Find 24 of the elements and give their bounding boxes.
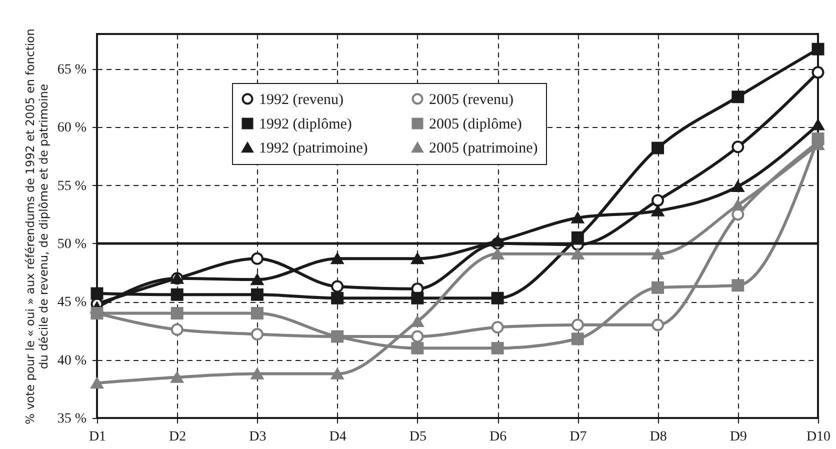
x-tick-label: D8	[650, 430, 667, 444]
y-tick-label: 55 %	[57, 178, 87, 194]
x-tick-label: D9	[730, 430, 747, 444]
x-tick-label: D4	[329, 430, 346, 444]
x-tick-label: D10	[806, 430, 831, 444]
x-tick-label: D6	[489, 430, 507, 444]
legend-label: 2005 (diplôme)	[429, 116, 522, 132]
x-tick-label: D2	[169, 430, 186, 444]
x-tick-label: D3	[249, 430, 266, 444]
legend-label: 2005 (patrimoine)	[429, 140, 538, 156]
x-tick-label: D5	[409, 430, 427, 444]
legend-label: 1992 (patrimoine)	[259, 140, 368, 156]
y-tick-label: 45 %	[57, 295, 87, 310]
y-tick-label: 35 %	[57, 412, 87, 426]
y-tick-label: 65 %	[57, 62, 87, 78]
y-tick-label: 60 %	[57, 120, 87, 136]
y-tick-label: 40 %	[57, 353, 87, 368]
legend-label: 1992 (revenu)	[259, 92, 344, 108]
legend-label: 2005 (revenu)	[429, 92, 514, 108]
y-axis-title: % vote pour le « oui » aux référendums de 1992 et 2005 en fonction du décile de revenu, de diplôme et de patrimoine	[22, 28, 50, 424]
x-tick-label: D1	[88, 430, 106, 444]
x-tick-label: D7	[570, 430, 587, 444]
y-tick-label: 50 %	[57, 236, 87, 252]
legend-label: 1992 (diplôme)	[259, 116, 352, 132]
